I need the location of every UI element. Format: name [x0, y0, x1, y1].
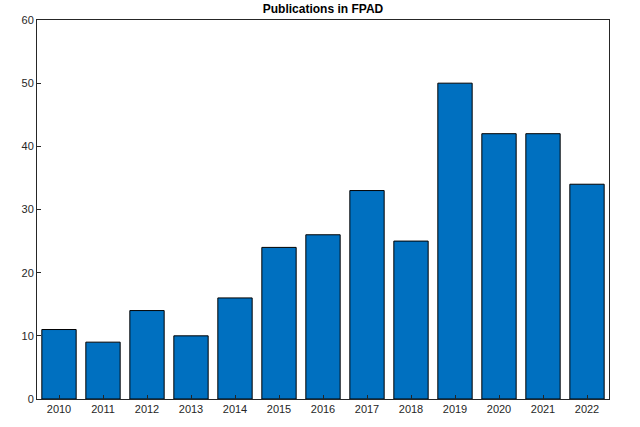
svg-text:20: 20 — [22, 267, 34, 279]
svg-text:Publications in FPAD: Publications in FPAD — [263, 2, 384, 16]
svg-text:0: 0 — [28, 393, 34, 405]
svg-text:10: 10 — [22, 330, 34, 342]
svg-text:60: 60 — [22, 14, 34, 26]
svg-text:2022: 2022 — [575, 403, 599, 415]
svg-text:2015: 2015 — [267, 403, 291, 415]
svg-text:2012: 2012 — [135, 403, 159, 415]
svg-text:2010: 2010 — [47, 403, 71, 415]
svg-text:40: 40 — [22, 140, 34, 152]
svg-text:2016: 2016 — [311, 403, 335, 415]
svg-text:50: 50 — [22, 77, 34, 89]
svg-text:2013: 2013 — [179, 403, 203, 415]
svg-text:2020: 2020 — [487, 403, 511, 415]
svg-text:2021: 2021 — [531, 403, 555, 415]
svg-text:2019: 2019 — [443, 403, 467, 415]
svg-text:2018: 2018 — [399, 403, 423, 415]
svg-text:2011: 2011 — [91, 403, 115, 415]
svg-text:2014: 2014 — [223, 403, 247, 415]
svg-text:30: 30 — [22, 203, 34, 215]
svg-text:2017: 2017 — [355, 403, 379, 415]
